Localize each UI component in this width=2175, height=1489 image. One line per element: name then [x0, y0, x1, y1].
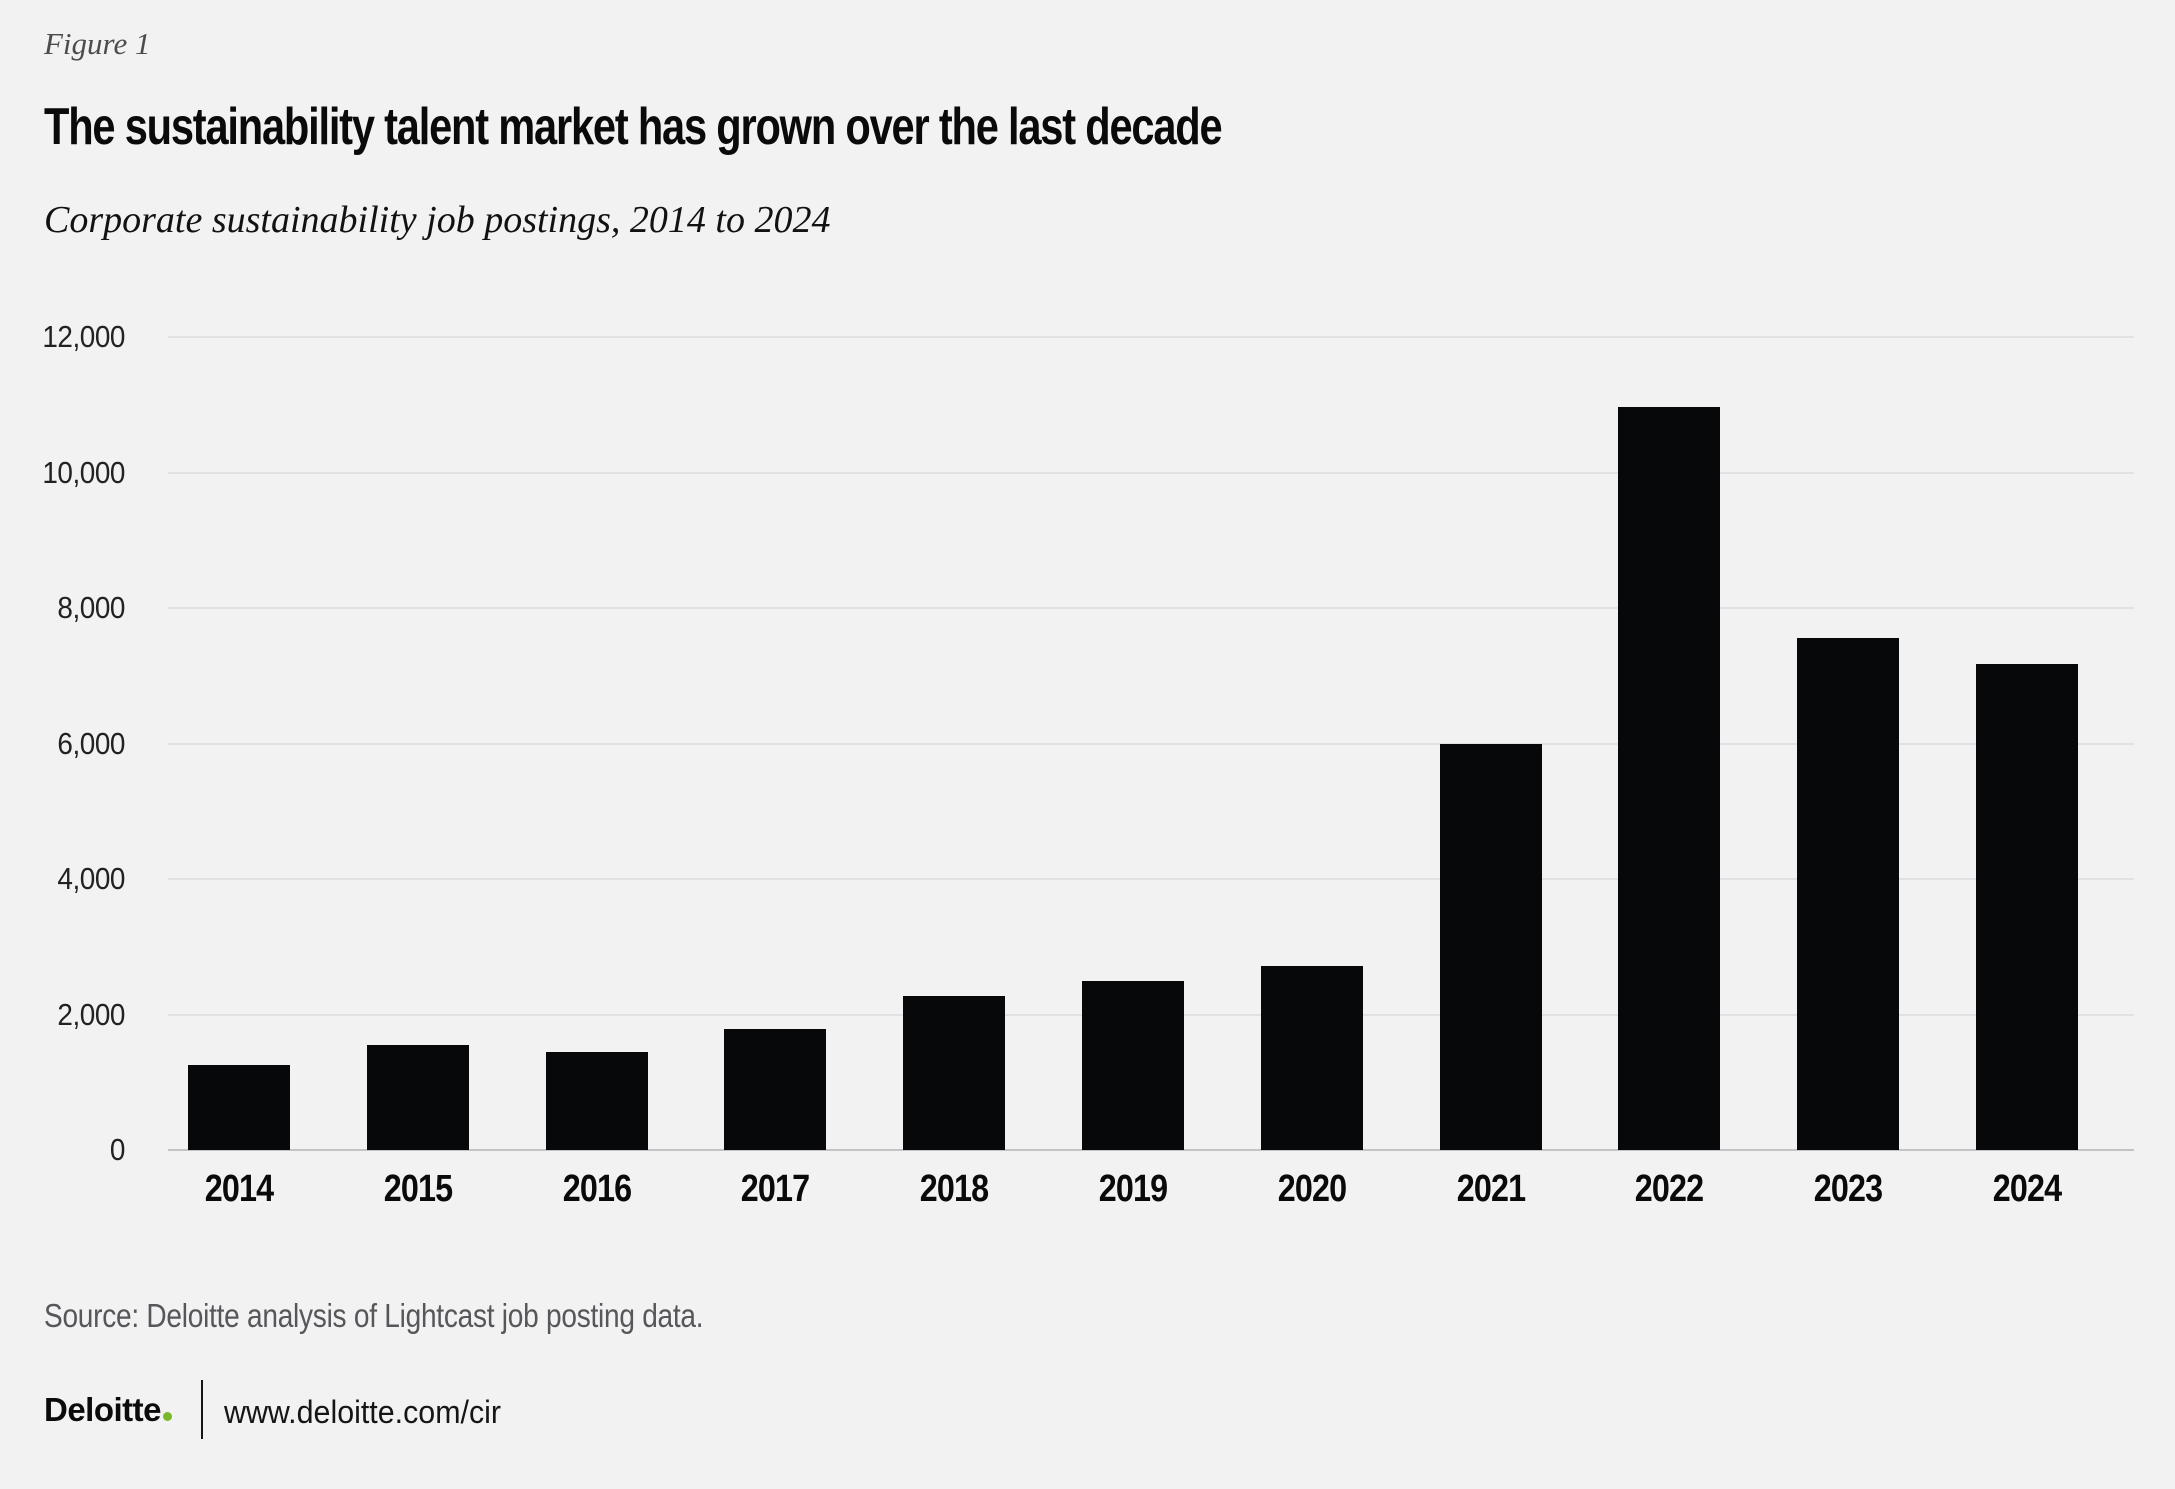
deloitte-logo: Deloitte	[44, 1391, 173, 1428]
y-tick-label-8000: 8,000	[57, 590, 125, 625]
y-tick-label-6000: 6,000	[57, 725, 125, 761]
x-tick-label-2024: 2024	[1992, 1168, 2062, 1210]
y-tick-label-12000: 12,000	[42, 319, 125, 354]
y-tick-label-10000: 10,000	[42, 454, 125, 490]
x-tick-label-2014: 2014	[204, 1168, 274, 1210]
bar-2016	[545, 1051, 648, 1150]
y-tick-label-4000: 4,000	[57, 861, 125, 896]
page-subtitle: Corporate sustainability job postings, 2…	[44, 199, 831, 241]
gridline-8000	[168, 607, 2134, 609]
bar-2023	[1797, 638, 1900, 1150]
y-tick-label-0: 0	[109, 1132, 126, 1167]
bar-2024	[1976, 663, 2078, 1150]
footer-url: www.deloitte.com/cir	[224, 1394, 502, 1430]
bar-2015	[366, 1044, 469, 1150]
bar-2018	[903, 995, 1006, 1150]
gridline-10000	[168, 471, 2134, 474]
x-tick-label-2023: 2023	[1813, 1168, 1883, 1210]
page-title: The sustainability talent market has gro…	[44, 98, 1223, 156]
x-tick-label-2019: 2019	[1098, 1168, 1168, 1210]
y-tick-label-2000: 2,000	[57, 996, 125, 1032]
x-tick-label-2017: 2017	[741, 1168, 810, 1210]
gridline-6000	[168, 742, 2134, 745]
bar-2022	[1618, 407, 1721, 1150]
footer-divider	[201, 1380, 203, 1439]
bar-2019	[1082, 980, 1184, 1150]
x-axis-line	[168, 1149, 2134, 1151]
deloitte-logo-text: Deloitte	[44, 1391, 162, 1428]
bar-2014	[188, 1065, 290, 1150]
gridline-4000	[168, 878, 2134, 880]
x-tick-label-2016: 2016	[562, 1168, 631, 1210]
source-note: Source: Deloitte analysis of Lightcast j…	[44, 1297, 704, 1334]
x-tick-label-2015: 2015	[383, 1168, 453, 1210]
bar-2017	[724, 1029, 827, 1150]
bar-2020	[1260, 965, 1363, 1150]
x-tick-label-2020: 2020	[1277, 1168, 1347, 1210]
logo-green-dot-icon	[163, 1412, 173, 1421]
figure-label: Figure 1	[44, 26, 151, 61]
x-tick-label-2022: 2022	[1635, 1168, 1704, 1210]
gridline-12000	[168, 336, 2134, 338]
bar-2021	[1439, 743, 1542, 1150]
x-tick-label-2018: 2018	[919, 1168, 989, 1210]
x-tick-label-2021: 2021	[1456, 1168, 1525, 1210]
